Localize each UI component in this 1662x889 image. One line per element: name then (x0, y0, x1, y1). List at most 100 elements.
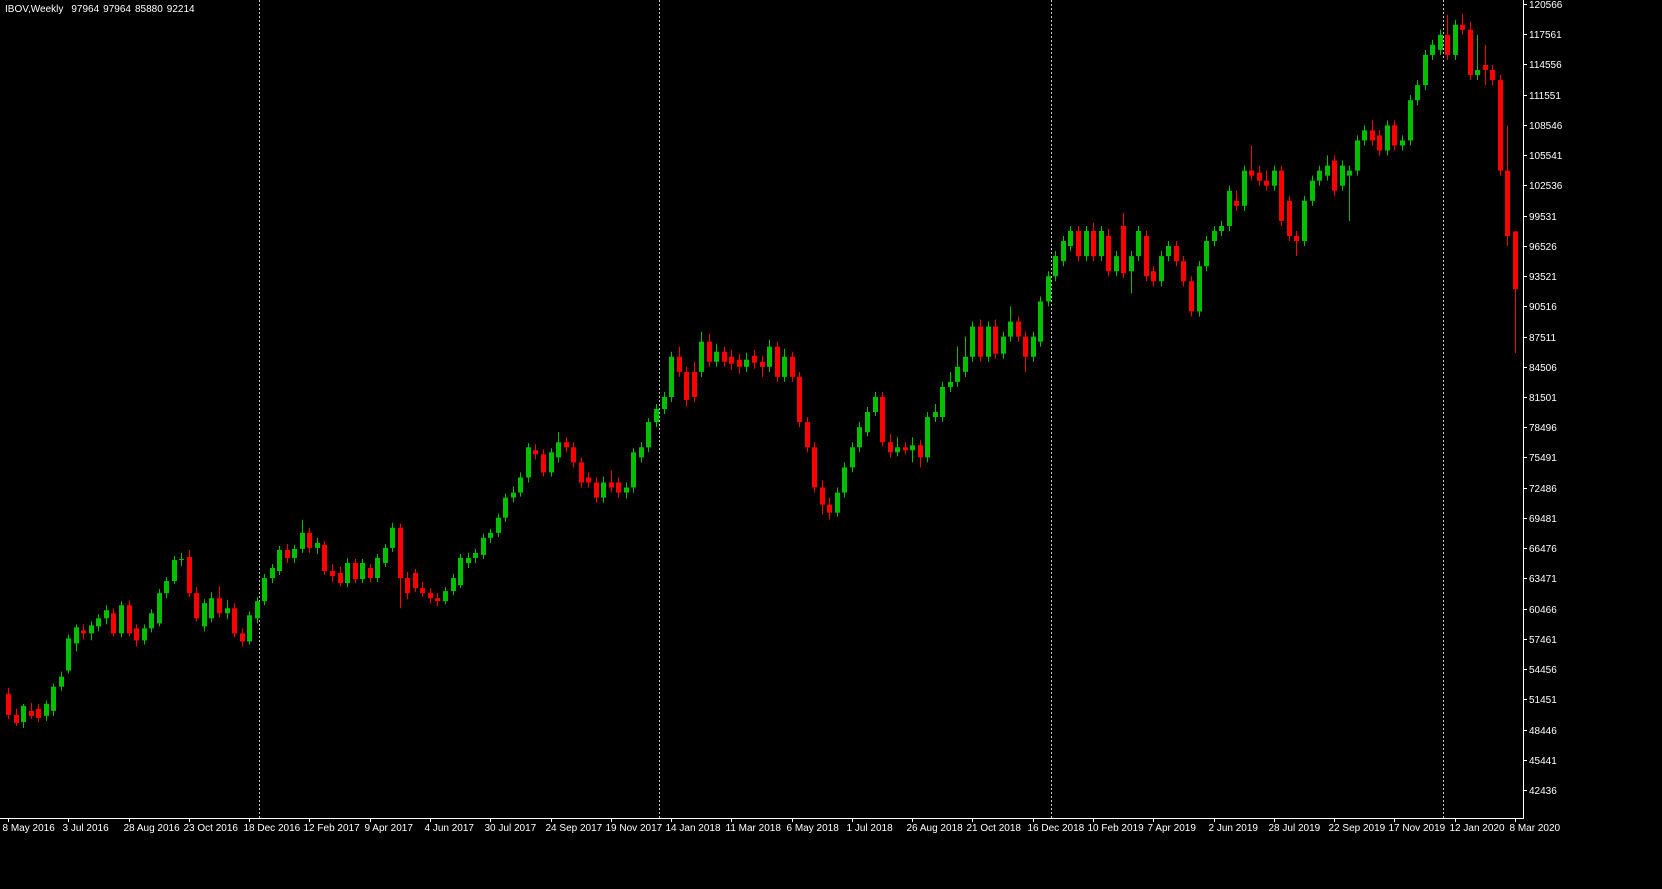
candle-body (978, 326, 983, 357)
candle-body (699, 341, 704, 372)
candle-body (1257, 172, 1262, 181)
title-ohlc: 97964 (103, 4, 131, 15)
candle-body (1099, 230, 1104, 257)
candle-body (526, 447, 531, 478)
y-tick-label: 87511 (1529, 333, 1557, 344)
candle-body (1355, 140, 1360, 171)
candle-body (518, 477, 523, 493)
candle-body (315, 542, 320, 548)
candle-body (405, 578, 410, 594)
candle-body (1287, 200, 1292, 237)
x-tick-label: 2 Jun 2019 (1209, 823, 1259, 834)
candle-body (307, 532, 312, 548)
candle-body (639, 447, 644, 458)
candle-body (782, 356, 787, 377)
candle-body (1129, 256, 1134, 272)
candle-body (44, 703, 49, 716)
candle-body (624, 487, 629, 493)
candle-body (481, 537, 486, 555)
candle-body (986, 326, 991, 357)
candle-body (1468, 29, 1473, 76)
candle-body (556, 442, 561, 458)
candle-body (187, 556, 192, 594)
x-tick-label: 9 Apr 2017 (365, 823, 414, 834)
candle-body (842, 467, 847, 493)
candle-body (692, 371, 697, 397)
y-tick-label: 105541 (1529, 151, 1563, 162)
candle-body (775, 346, 780, 377)
y-tick-label: 48446 (1529, 726, 1557, 737)
candle-body (232, 608, 237, 634)
x-tick-label: 3 Jul 2016 (63, 823, 110, 834)
x-tick-label: 8 May 2016 (3, 823, 56, 834)
x-tick-label: 1 Jul 2018 (847, 823, 894, 834)
candle-body (1453, 24, 1458, 55)
candle-body (1347, 170, 1352, 176)
x-tick-label: 23 Oct 2016 (184, 823, 239, 834)
candle-body (1385, 125, 1390, 151)
candle-body (933, 412, 938, 418)
x-tick-label: 24 Sep 2017 (546, 823, 603, 834)
candle-body (345, 562, 350, 584)
y-tick-label: 66476 (1529, 544, 1557, 555)
candle-body (1302, 200, 1307, 242)
candle-body (1023, 336, 1028, 357)
candle-body (1084, 230, 1089, 257)
x-tick-label: 10 Feb 2019 (1088, 823, 1145, 834)
candle-body (270, 568, 275, 579)
y-tick-label: 99531 (1529, 212, 1557, 223)
candle-body (895, 447, 900, 453)
candle-body (729, 356, 734, 364)
candle-body (1008, 321, 1013, 337)
candle-body (1166, 246, 1171, 257)
candle-body (1513, 231, 1518, 290)
candle-body (940, 386, 945, 418)
x-tick-label: 11 Mar 2018 (726, 823, 782, 834)
y-tick-label: 93521 (1529, 272, 1557, 283)
candle-body (684, 371, 689, 400)
candle-body (1475, 70, 1480, 76)
y-tick-label: 90516 (1529, 302, 1557, 313)
candle-body (74, 627, 79, 644)
candle-body (285, 549, 290, 558)
candle-body (662, 396, 667, 410)
y-tick-label: 69481 (1529, 514, 1557, 525)
candle-body (903, 447, 908, 451)
candle-body (1423, 54, 1428, 86)
candle-body (677, 356, 682, 372)
candle-body (1151, 271, 1156, 282)
y-tick-label: 42436 (1529, 786, 1557, 797)
candle-body (631, 452, 636, 488)
y-tick-label: 78496 (1529, 423, 1557, 434)
candle-body (1197, 266, 1202, 312)
candle-body (707, 341, 712, 362)
candle-body (435, 598, 440, 602)
y-tick-label: 75491 (1529, 453, 1557, 464)
candle-body (616, 482, 621, 493)
candle-body (1031, 336, 1036, 357)
candle-body (134, 628, 139, 641)
x-tick-label: 12 Feb 2017 (304, 823, 361, 834)
candle-body (1061, 241, 1066, 262)
title-ohlc: 92214 (167, 4, 195, 15)
candle-body (1498, 80, 1503, 171)
candle-body (240, 633, 245, 642)
candle-body (805, 422, 810, 448)
candle-body (428, 593, 433, 599)
candle-body (812, 447, 817, 488)
candle-body (760, 361, 765, 367)
candle-body (172, 559, 177, 582)
candle-body (1234, 200, 1239, 206)
candle-body (1106, 236, 1111, 272)
candle-body (503, 497, 508, 518)
y-tick-label: 111551 (1529, 91, 1561, 102)
candle-body (873, 396, 878, 413)
candle-body (1121, 225, 1126, 274)
candle-body (1144, 236, 1149, 277)
candle-body (993, 326, 998, 354)
candle-body (1310, 180, 1315, 201)
candle-body (164, 581, 169, 594)
period-separators (259, 0, 1444, 818)
candle-body (488, 532, 493, 538)
candle-body (1181, 261, 1186, 282)
